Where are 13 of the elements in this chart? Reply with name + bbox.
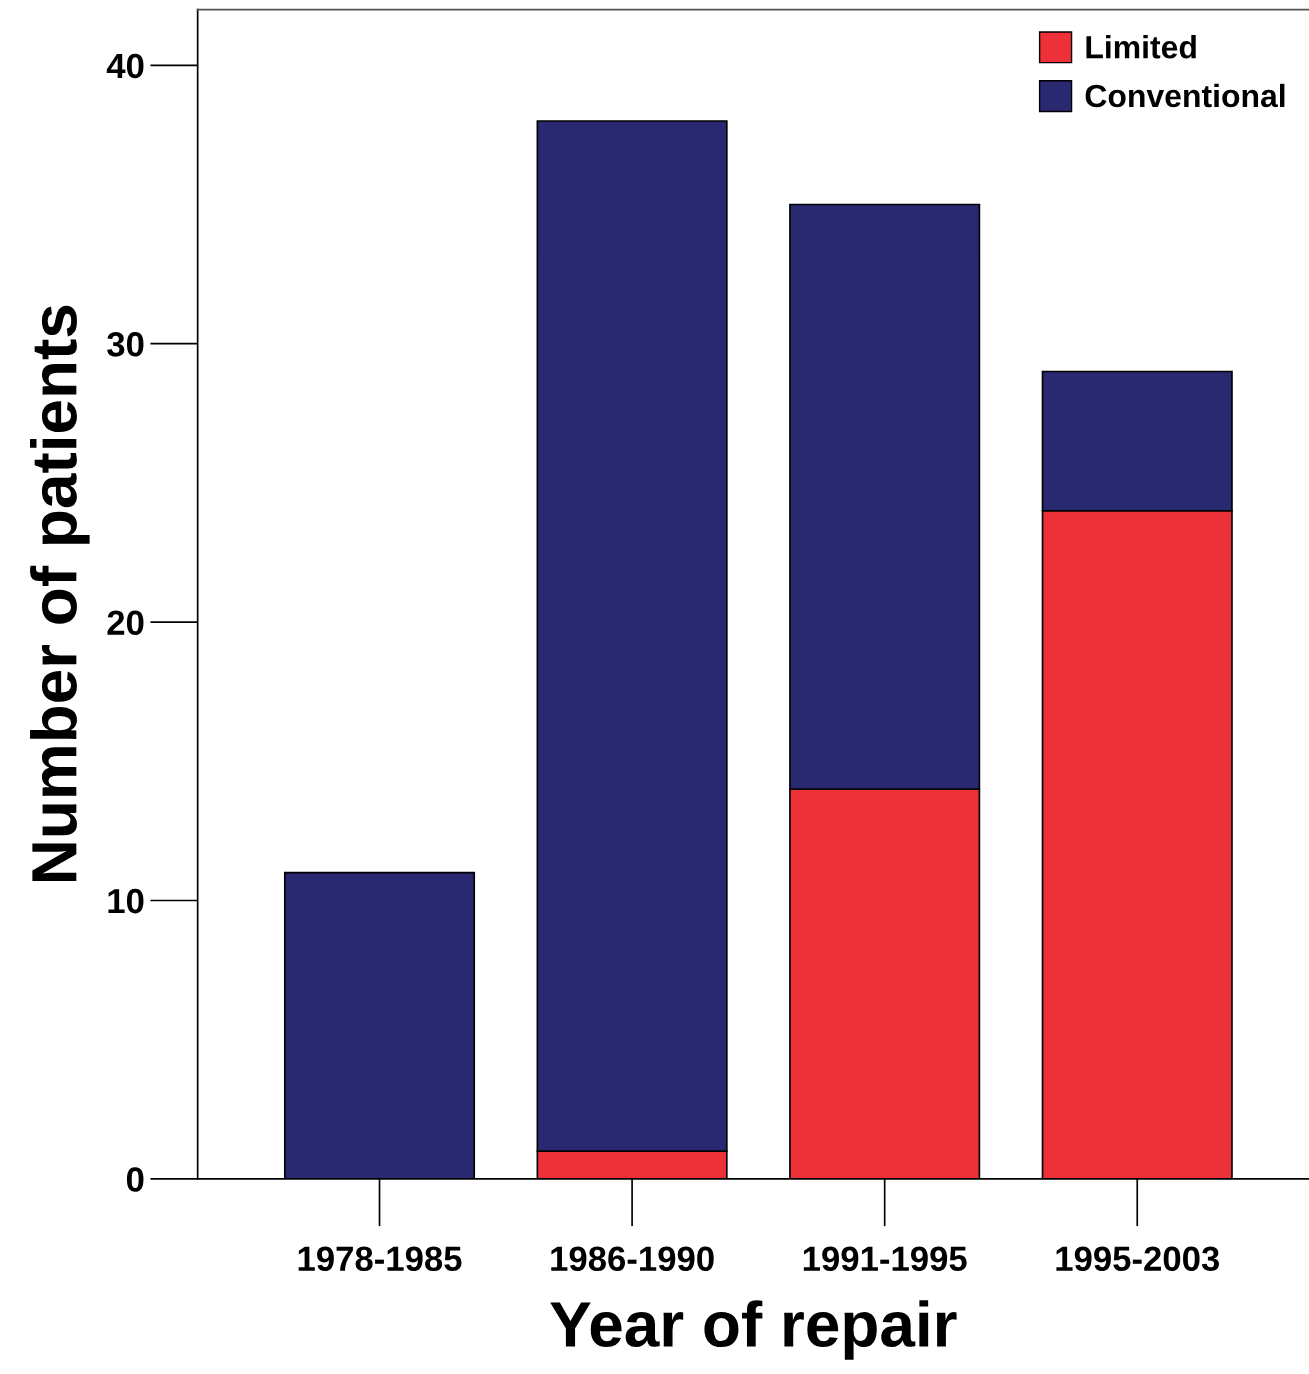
y-axis-title: Number of patients xyxy=(30,305,90,882)
y-tick-label: 10 xyxy=(108,888,144,914)
legend-label: Limited xyxy=(1086,35,1196,59)
legend-label: Conventional xyxy=(1085,83,1285,108)
x-tick-label: 1978-1985 xyxy=(298,1246,462,1272)
y-tick-label: 20 xyxy=(107,610,144,636)
x-tick-label: 1995-2003 xyxy=(1056,1246,1220,1272)
y-tick-label: 0 xyxy=(126,1167,144,1192)
y-tick-label: 40 xyxy=(106,53,144,79)
y-tick-label: 30 xyxy=(107,332,144,357)
x-axis-title: Year of repair xyxy=(550,1300,957,1360)
x-tick-label: 1991-1995 xyxy=(803,1246,967,1272)
x-tick-label: 1986-1990 xyxy=(551,1246,714,1272)
